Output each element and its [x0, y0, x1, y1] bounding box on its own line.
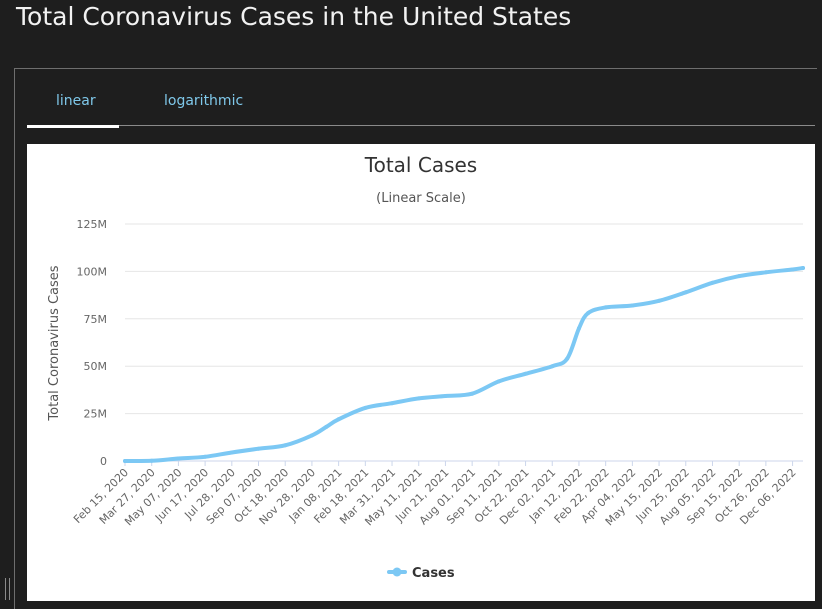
tab-linear[interactable]: linear	[56, 93, 96, 109]
y-tick-label: 25M	[84, 408, 108, 421]
data-point	[630, 303, 635, 308]
y-axis-ticks: 0 25M 50M 75M 100M 125M	[77, 218, 108, 468]
chart-panel: linear logarithmic Total Cases (Linear S…	[14, 68, 817, 609]
tab-logarithmic[interactable]: logarithmic	[164, 93, 244, 109]
data-point	[683, 290, 688, 295]
y-tick-label: 0	[100, 455, 107, 468]
data-point	[363, 405, 368, 410]
data-point	[203, 454, 208, 459]
window-edge-marks	[5, 578, 11, 600]
data-point	[550, 364, 555, 369]
y-tick-label: 50M	[84, 360, 108, 373]
y-tick-label: 75M	[84, 313, 108, 326]
tabs-divider	[119, 125, 815, 126]
data-point	[123, 459, 127, 463]
data-point	[283, 443, 288, 448]
data-point	[565, 356, 570, 361]
y-tick-label: 125M	[77, 218, 108, 231]
scale-tabs: linear logarithmic	[27, 69, 815, 128]
data-point	[336, 417, 341, 422]
data-point	[416, 396, 421, 401]
y-axis-label: Total Coronavirus Cases	[47, 265, 62, 421]
data-point	[657, 298, 662, 303]
data-point	[149, 458, 154, 463]
data-point	[577, 326, 581, 331]
series-line-cases	[123, 266, 805, 464]
y-tick-label: 100M	[77, 265, 108, 278]
chart-title: Total Cases	[364, 153, 477, 177]
data-point	[390, 401, 394, 406]
data-point	[710, 280, 715, 285]
page-title: Total Coronavirus Cases in the United St…	[16, 2, 572, 31]
data-point	[443, 394, 448, 398]
data-point	[324, 424, 329, 429]
active-tab-indicator	[27, 125, 119, 128]
data-point	[496, 379, 501, 384]
data-point	[603, 305, 608, 310]
total-cases-chart: Total Cases (Linear Scale) Total Coronav…	[47, 153, 805, 581]
data-point	[586, 311, 591, 316]
data-point	[229, 450, 234, 455]
chart-container: Total Cases (Linear Scale) Total Coronav…	[27, 144, 815, 601]
y-grid	[125, 223, 803, 415]
data-point	[763, 270, 768, 275]
data-point	[790, 267, 795, 272]
legend-dot-marker	[392, 567, 402, 577]
data-point	[176, 456, 181, 461]
legend-label-cases: Cases	[412, 566, 455, 581]
series-layer	[123, 266, 805, 464]
data-point	[737, 274, 742, 279]
data-point	[523, 371, 528, 376]
legend[interactable]: Cases	[387, 566, 455, 581]
chart-subtitle: (Linear Scale)	[376, 191, 466, 206]
data-point	[470, 391, 475, 396]
data-point	[256, 446, 261, 451]
data-point	[801, 266, 805, 270]
data-point	[309, 433, 314, 438]
